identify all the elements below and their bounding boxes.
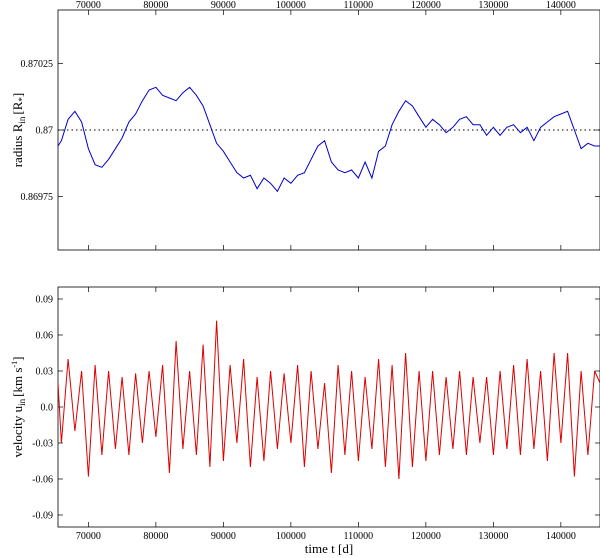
velocity-series-line: [57, 320, 600, 480]
velocity-y-tick-label: 0.06: [36, 331, 54, 342]
velocity-x-tick-label: 70000: [76, 531, 101, 542]
velocity-y-tick-label: -0.09: [32, 511, 53, 522]
radius-axis-ticks: 70000 80000 90000 100000 110000 120000 130000 1…: [21, 0, 600, 250]
radius-x-tick-label: 110000: [344, 0, 374, 11]
velocity-y-tick-label: 0.03: [36, 367, 54, 378]
radius-panel: 70000 80000 90000 100000 110000 120000 130000 1…: [10, 0, 600, 251]
velocity-panel: 70000 80000 90000 100000 110000 120000 130000 1…: [10, 286, 600, 556]
radius-y-tick-label: 0.87: [36, 126, 54, 137]
radius-x-tick-label: 120000: [411, 0, 441, 11]
radius-y-axis-label: radius Rin[R*]: [10, 93, 27, 168]
time-x-axis-label: time t [d]: [305, 541, 353, 556]
velocity-y-tick-label: 0.0: [41, 403, 54, 414]
velocity-y-tick-label: -0.03: [32, 439, 53, 450]
radius-x-tick-label: 80000: [143, 0, 168, 11]
radius-x-tick-label: 140000: [546, 0, 576, 11]
velocity-y-tick-label: -0.06: [32, 475, 53, 486]
radius-y-tick-label: 0.87025: [21, 59, 54, 70]
radius-x-tick-label: 100000: [276, 0, 306, 11]
velocity-y-axis-label: velocity uin[km s-1]: [10, 357, 27, 458]
velocity-x-tick-label: 100000: [276, 531, 306, 542]
radius-x-tick-label: 70000: [76, 0, 101, 11]
velocity-x-tick-label: 120000: [411, 531, 441, 542]
radius-x-tick-label: 130000: [478, 0, 508, 11]
velocity-x-tick-label: 80000: [143, 531, 168, 542]
radius-series-line: [57, 86, 600, 193]
velocity-x-tick-label: 130000: [478, 531, 508, 542]
velocity-y-tick-label: 0.09: [36, 295, 54, 306]
velocity-axis-ticks: 70000 80000 90000 100000 110000 120000 130000 1…: [32, 287, 600, 542]
radius-x-tick-label: 90000: [211, 0, 236, 11]
velocity-x-tick-label: 110000: [344, 531, 374, 542]
velocity-x-tick-label: 90000: [211, 531, 236, 542]
radius-y-tick-label: 0.86975: [21, 192, 54, 203]
velocity-x-tick-label: 140000: [546, 531, 576, 542]
